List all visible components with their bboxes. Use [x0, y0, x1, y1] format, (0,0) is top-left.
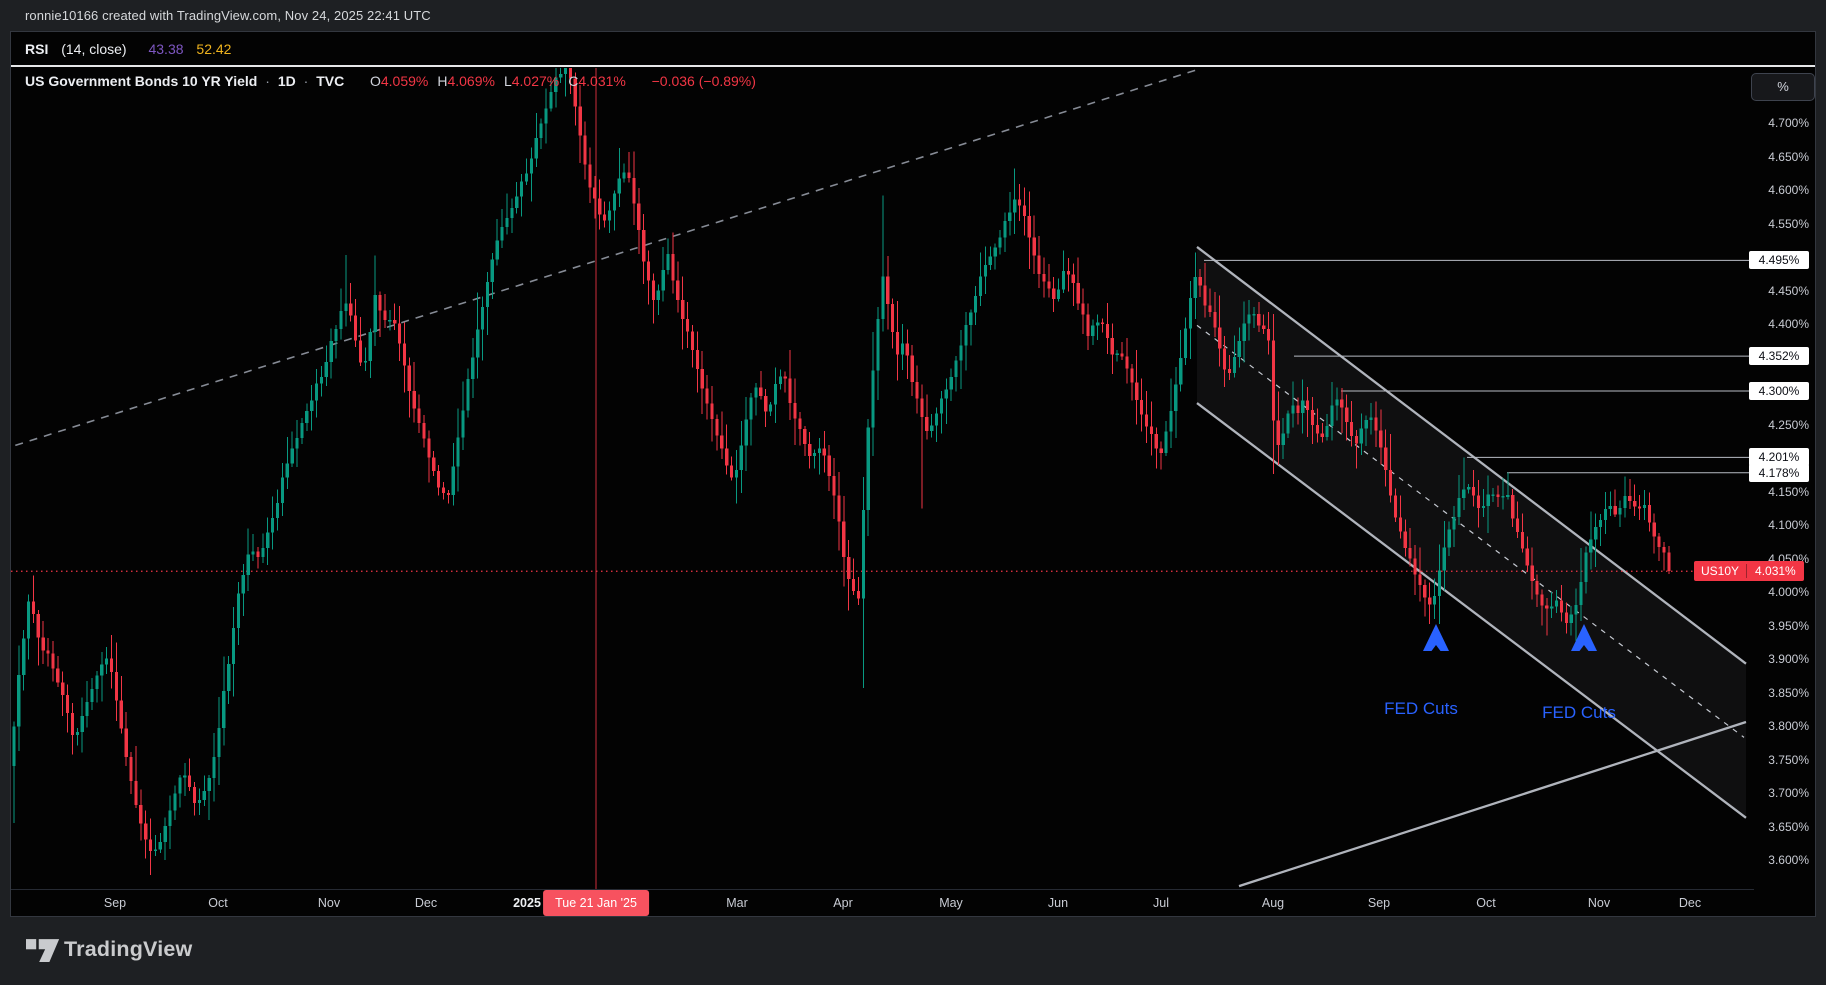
symbol-title: US Government Bonds 10 YR Yield — [25, 73, 258, 89]
ohlc-item: L4.027% — [503, 73, 560, 89]
time-tick-label: Mar — [726, 896, 748, 910]
price-tick-label: 4.700% — [1768, 116, 1809, 130]
price-tick-label: 3.650% — [1768, 819, 1809, 834]
symbol-interval: 1D — [277, 73, 296, 89]
ohlc-values: O4.059% H4.069% L4.027% C4.031% — [370, 73, 635, 89]
footer-bar: TradingView — [0, 917, 1826, 985]
price-level-badge: 4.352% — [1749, 347, 1809, 366]
trendline-dashed[interactable] — [11, 69, 1197, 450]
channel-lower-line[interactable] — [1196, 402, 1747, 819]
fed-cuts-arrow-up-icon[interactable] — [1571, 624, 1597, 651]
percent-scale-button[interactable]: % — [1751, 73, 1815, 101]
last-price-value: 4.031% — [1755, 564, 1796, 579]
price-tick-label: 3.750% — [1768, 752, 1809, 767]
time-tick-label: Nov — [1587, 896, 1611, 910]
price-tick-label: 4.400% — [1768, 317, 1809, 331]
attribution-bar: ronnie10166 created with TradingView.com… — [0, 0, 1826, 31]
price-tick-label: 3.800% — [1768, 719, 1809, 733]
tradingview-logo-text[interactable]: TradingView — [64, 937, 193, 961]
time-year-label: 2025 — [513, 896, 541, 910]
ohlc-item: C4.031% — [568, 73, 626, 89]
price-tick-label: 4.600% — [1768, 183, 1809, 197]
price-tick-label: 3.950% — [1768, 618, 1809, 633]
fed-cuts-label[interactable]: FED Cuts — [1384, 699, 1458, 718]
ohlc-item: H4.069% — [437, 73, 495, 89]
time-tick-label: Dec — [414, 896, 438, 910]
rsi-params: (14, close) — [61, 41, 127, 57]
rsi-title: RSI — [25, 41, 49, 57]
time-tick-label: Aug — [1261, 896, 1285, 910]
price-tick-label: 4.250% — [1768, 417, 1809, 432]
crosshair-date-badge: Tue 21 Jan '25 — [543, 890, 649, 916]
time-tick-label: Apr — [833, 896, 853, 910]
time-tick-label: Sep — [103, 896, 127, 910]
price-level-badge: 4.495% — [1749, 251, 1809, 270]
time-tick-label: Oct — [1476, 896, 1496, 910]
price-tick-label: 3.700% — [1768, 786, 1809, 800]
candlestick-chart-pane[interactable]: FED Cuts FED Cuts — [11, 68, 1754, 889]
price-tick-label: 4.150% — [1768, 484, 1809, 499]
time-tick-label: May — [939, 896, 963, 910]
time-tick-label: Jul — [1153, 896, 1169, 910]
time-axis-separator — [11, 889, 1754, 890]
fed-cuts-arrow-up-icon[interactable] — [1423, 624, 1449, 651]
symbol-exchange: TVC — [316, 73, 345, 89]
price-tick-label: 3.850% — [1768, 685, 1809, 700]
rsi-value-1: 43.38 — [148, 41, 184, 57]
change-value: −0.036 (−0.89%) — [651, 73, 756, 89]
legend-separator: · — [303, 73, 309, 89]
time-tick-label: Nov — [317, 896, 341, 910]
support-line[interactable] — [1238, 720, 1747, 888]
candles-down-layer — [31, 68, 1671, 875]
time-tick-label: Sep — [1367, 896, 1391, 910]
ohlc-item: O4.059% — [369, 73, 429, 89]
time-tick-label: Dec — [1678, 896, 1702, 910]
price-tick-label: 3.900% — [1768, 652, 1809, 666]
price-tick-label: 4.650% — [1768, 149, 1809, 164]
chart-widget: RSI (14, close) 43.38 52.42 US Governmen… — [10, 31, 1816, 917]
price-tick-label: 4.550% — [1768, 216, 1809, 231]
fed-cuts-label[interactable]: FED Cuts — [1542, 703, 1616, 722]
pane-divider[interactable] — [11, 65, 1815, 67]
price-tick-label: 4.100% — [1768, 518, 1809, 532]
attribution-text: ronnie10166 created with TradingView.com… — [25, 8, 431, 23]
rsi-legend[interactable]: RSI (14, close) 43.38 52.42 — [25, 41, 231, 57]
symbol-legend[interactable]: US Government Bonds 10 YR Yield · 1D · T… — [25, 73, 756, 89]
price-level-badge: 4.300% — [1749, 382, 1809, 400]
legend-separator: · — [265, 73, 270, 89]
rsi-value-2: 52.42 — [196, 41, 232, 57]
channel-upper-line[interactable] — [1196, 246, 1747, 665]
price-level-badge: 4.201% — [1749, 448, 1809, 467]
time-tick-label: Oct — [208, 896, 228, 910]
price-tick-label: 4.050% — [1768, 551, 1809, 566]
tradingview-logo-icon[interactable] — [26, 939, 60, 963]
price-tick-label: 4.450% — [1768, 283, 1809, 298]
price-level-badge: 4.178% — [1749, 463, 1809, 482]
price-tick-label: 4.000% — [1768, 585, 1809, 599]
candles-up-layer — [12, 68, 1647, 861]
time-tick-label: Jun — [1047, 896, 1069, 910]
price-tick-label: 3.600% — [1768, 853, 1809, 867]
channel-mid-line[interactable] — [1196, 324, 1745, 738]
